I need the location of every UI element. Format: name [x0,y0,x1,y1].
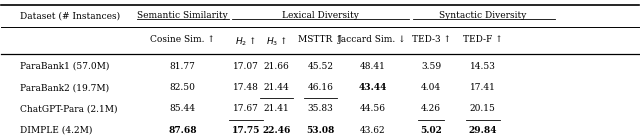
Text: 20.15: 20.15 [470,104,496,113]
Text: 17.48: 17.48 [233,83,259,92]
Text: DIMPLE (4.2M): DIMPLE (4.2M) [20,126,92,135]
Text: 17.41: 17.41 [470,83,496,92]
Text: Lexical Diversity: Lexical Diversity [282,11,359,20]
Text: 29.84: 29.84 [468,126,497,135]
Text: 43.44: 43.44 [358,83,387,92]
Text: ParaBank2 (19.7M): ParaBank2 (19.7M) [20,83,109,92]
Text: 81.77: 81.77 [170,62,196,71]
Text: Jaccard Sim. ↓: Jaccard Sim. ↓ [338,35,406,44]
Text: 4.04: 4.04 [421,83,441,92]
Text: TED-F ↑: TED-F ↑ [463,35,503,44]
Text: 17.07: 17.07 [233,62,259,71]
Text: 43.62: 43.62 [360,126,385,135]
Text: 82.50: 82.50 [170,83,196,92]
Text: 35.83: 35.83 [308,104,333,113]
Text: 5.02: 5.02 [420,126,442,135]
Text: 45.52: 45.52 [308,62,333,71]
Text: ChatGPT-Para (2.1M): ChatGPT-Para (2.1M) [20,104,117,113]
Text: 17.67: 17.67 [233,104,259,113]
Text: 87.68: 87.68 [168,126,197,135]
Text: 44.56: 44.56 [360,104,385,113]
Text: 4.26: 4.26 [421,104,441,113]
Text: 17.75: 17.75 [232,126,260,135]
Text: 21.44: 21.44 [264,83,289,92]
Text: 85.44: 85.44 [170,104,196,113]
Text: 22.46: 22.46 [262,126,291,135]
Text: TED-3 ↑: TED-3 ↑ [412,35,451,44]
Text: ParaBank1 (57.0M): ParaBank1 (57.0M) [20,62,109,71]
Text: $H_3$ ↑: $H_3$ ↑ [266,35,287,48]
Text: 14.53: 14.53 [470,62,496,71]
Text: Semantic Similarity: Semantic Similarity [138,11,228,20]
Text: Dataset (# Instances): Dataset (# Instances) [20,11,120,20]
Text: 53.08: 53.08 [307,126,335,135]
Text: $H_2$ ↑: $H_2$ ↑ [235,35,257,48]
Text: 3.59: 3.59 [421,62,441,71]
Text: 48.41: 48.41 [360,62,385,71]
Text: MSTTR ↑: MSTTR ↑ [298,35,343,44]
Text: 21.66: 21.66 [264,62,289,71]
Text: 21.41: 21.41 [264,104,289,113]
Text: 46.16: 46.16 [308,83,333,92]
Text: Cosine Sim. ↑: Cosine Sim. ↑ [150,35,215,44]
Text: Syntactic Diversity: Syntactic Diversity [439,11,527,20]
